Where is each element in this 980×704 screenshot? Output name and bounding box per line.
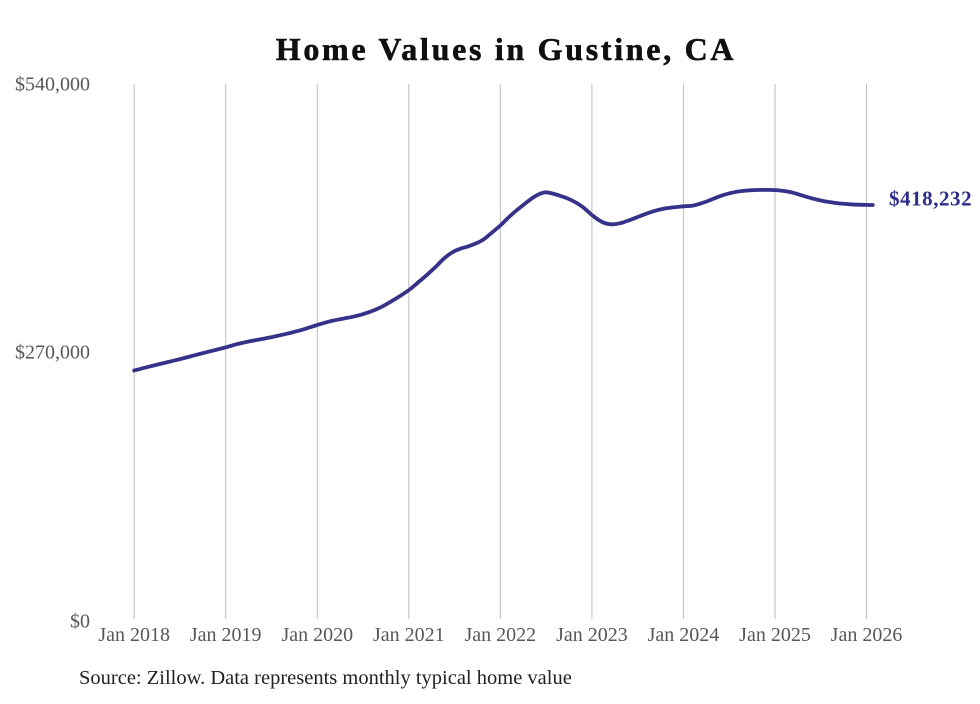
svg-text:$540,000: $540,000 bbox=[15, 74, 90, 96]
svg-text:Jan 2022: Jan 2022 bbox=[464, 624, 536, 646]
svg-text:Jan 2024: Jan 2024 bbox=[648, 624, 720, 646]
svg-text:$418,232: $418,232 bbox=[889, 187, 972, 211]
svg-text:Home Values in Gustine, CA: Home Values in Gustine, CA bbox=[276, 31, 736, 67]
svg-text:Source: Zillow. Data represent: Source: Zillow. Data represents monthly … bbox=[79, 667, 572, 689]
svg-text:Jan 2023: Jan 2023 bbox=[556, 624, 628, 646]
svg-text:Jan 2020: Jan 2020 bbox=[281, 624, 353, 646]
svg-text:Jan 2019: Jan 2019 bbox=[190, 624, 262, 646]
svg-text:Jan 2018: Jan 2018 bbox=[98, 624, 170, 646]
svg-text:Jan 2021: Jan 2021 bbox=[373, 624, 445, 646]
svg-text:$270,000: $270,000 bbox=[15, 342, 90, 364]
svg-text:Jan 2026: Jan 2026 bbox=[831, 624, 903, 646]
svg-text:Jan 2025: Jan 2025 bbox=[739, 624, 811, 646]
svg-text:$0: $0 bbox=[70, 611, 90, 633]
